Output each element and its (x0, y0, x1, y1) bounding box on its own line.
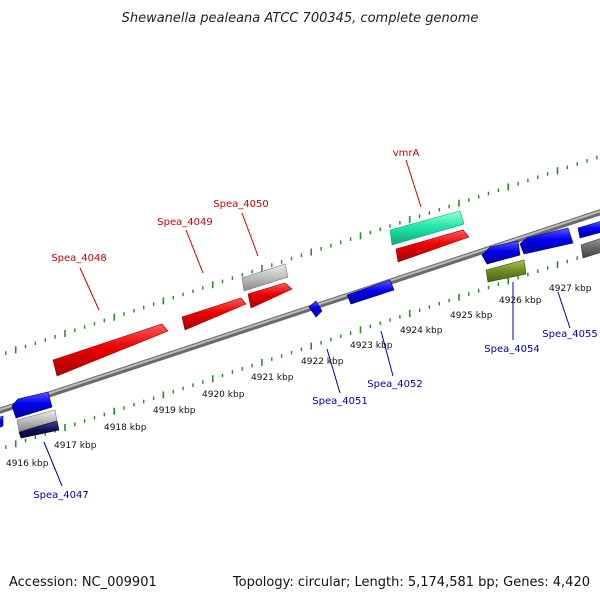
gene-spea-4050-paired[interactable] (247, 282, 293, 309)
genome-summary-text: Topology: circular; Length: 5,174,581 bp… (232, 575, 590, 590)
gene-spea-4051[interactable] (308, 300, 323, 318)
tick-label-4916: 4916 kbp (6, 459, 49, 469)
gene-spea-4050[interactable] (241, 263, 289, 292)
tick-label-4923: 4923 kbp (350, 341, 393, 351)
map-title: Shewanella pealeana ATCC 700345, complet… (122, 11, 479, 26)
leader-spea-4048 (79, 267, 100, 311)
tick-label-4925: 4925 kbp (450, 311, 493, 321)
label-spea-4055[interactable]: Spea_4055 (542, 329, 597, 340)
gene-spea-4053[interactable] (481, 240, 521, 265)
leader-spea-4051 (326, 348, 341, 394)
gene-vmra[interactable] (389, 210, 465, 246)
label-vmra[interactable]: vmrA (393, 148, 420, 159)
gene-right-edge-dark[interactable] (580, 238, 600, 259)
leader-vmra (405, 159, 422, 208)
gene-spea-4055[interactable] (519, 227, 574, 255)
leader-spea-4055 (557, 291, 571, 329)
label-spea-4050[interactable]: Spea_4050 (213, 199, 268, 210)
label-spea-4047[interactable]: Spea_4047 (33, 490, 88, 501)
gene-left-edge[interactable] (0, 415, 4, 428)
gene-spea-4049[interactable] (181, 297, 247, 331)
gene-right-edge-blue[interactable] (577, 221, 600, 239)
tick-label-4917: 4917 kbp (54, 441, 97, 451)
label-spea-4049[interactable]: Spea_4049 (157, 217, 212, 228)
gene-vmra-paired[interactable] (395, 229, 470, 263)
gene-labels: Spea_4048 Spea_4049 Spea_4050 vmrA Spea_… (33, 148, 597, 501)
leader-spea-4049 (185, 229, 204, 274)
tick-label-4922: 4922 kbp (301, 357, 344, 367)
gene-spea-4052[interactable] (346, 279, 395, 305)
tick-label-4918: 4918 kbp (104, 423, 147, 433)
tick-label-4926: 4926 kbp (499, 296, 542, 306)
label-spea-4052[interactable]: Spea_4052 (367, 379, 422, 390)
tick-label-4927: 4927 kbp (549, 284, 592, 294)
gene-features (0, 210, 600, 439)
gene-spea-4054[interactable] (485, 259, 527, 283)
tick-label-4920: 4920 kbp (202, 390, 245, 400)
lower-tick-track (5, 249, 598, 449)
label-spea-4054[interactable]: Spea_4054 (484, 344, 539, 355)
upper-tick-track (5, 155, 598, 355)
label-spea-4051[interactable]: Spea_4051 (312, 396, 367, 407)
tick-label-4921: 4921 kbp (251, 373, 294, 383)
tick-label-4919: 4919 kbp (153, 406, 196, 416)
leader-spea-4052 (380, 330, 394, 377)
label-leaders (43, 159, 571, 487)
tick-labels: 4916 kbp 4917 kbp 4918 kbp 4919 kbp 4920… (6, 284, 592, 469)
gene-spea-4047-navy[interactable] (18, 420, 60, 439)
label-spea-4048[interactable]: Spea_4048 (51, 253, 106, 264)
tick-label-4924: 4924 kbp (400, 326, 443, 336)
gene-spea-4047[interactable] (11, 391, 53, 419)
leader-spea-4047 (43, 441, 63, 487)
genome-backbone-highlight (0, 210, 600, 411)
leader-spea-4050 (241, 212, 259, 257)
accession-text: Accession: NC_009901 (9, 575, 157, 590)
gene-spea-4048[interactable] (52, 323, 169, 377)
